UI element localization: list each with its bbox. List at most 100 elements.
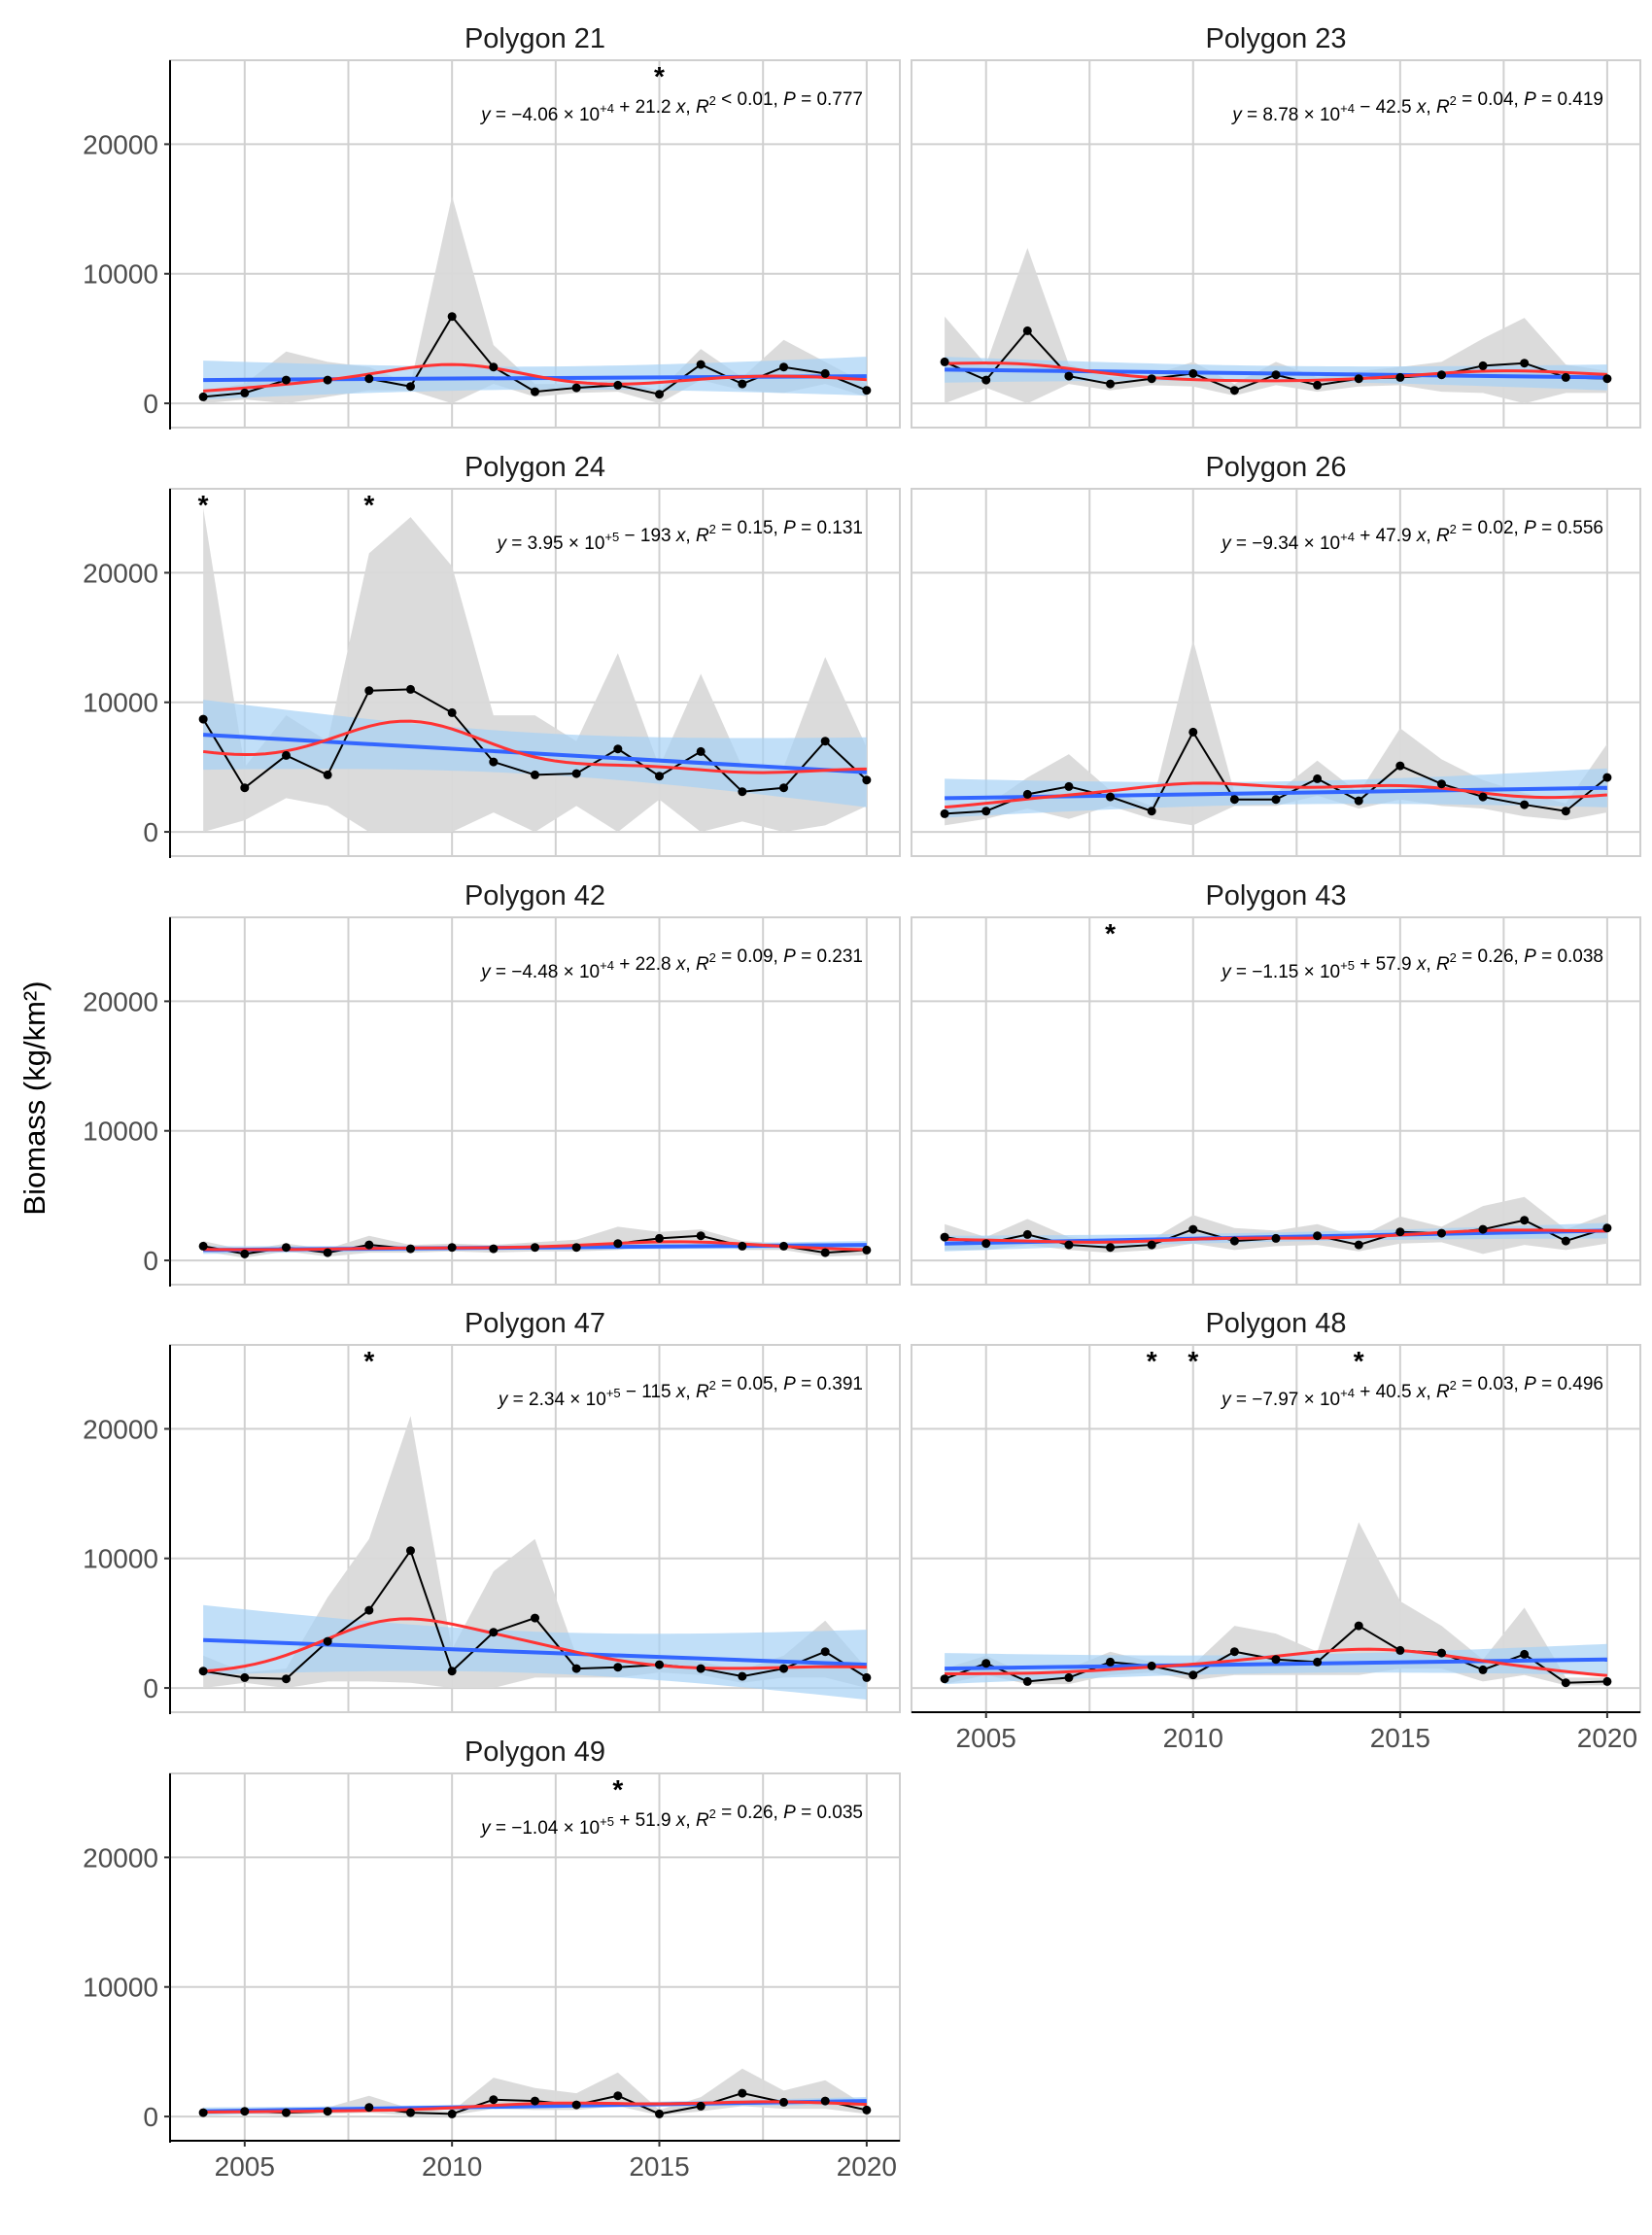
superscript: 2: [709, 1378, 716, 1393]
data-point: [1561, 372, 1570, 382]
y-tick-label: 20000: [83, 986, 158, 1016]
panel-polygon-49: Polygon 49 0 10000 20000 2005 2010 2015 2020 y =…: [83, 1736, 901, 2182]
data-point: [1478, 361, 1488, 370]
data-point: [447, 1243, 457, 1253]
data-point: [940, 357, 949, 366]
data-point: [405, 684, 415, 694]
data-point: [655, 390, 665, 399]
significance-star-marker: *: [1147, 1346, 1157, 1376]
significance-star-marker: *: [1187, 1346, 1198, 1376]
data-point: [1478, 792, 1488, 802]
equation-part: x: [675, 1382, 687, 1402]
equation-part: = −1.04 × 10: [491, 1818, 601, 1839]
data-point: [1271, 1655, 1281, 1665]
equation-part: = 0.26,: [1457, 946, 1524, 967]
panel-background: [169, 916, 901, 1286]
panel-title: Polygon 43: [1205, 880, 1346, 911]
equation-part: ,: [685, 954, 696, 975]
equation-part: < 0.01,: [716, 89, 783, 110]
data-point: [940, 1674, 949, 1684]
data-point: [1520, 359, 1530, 368]
data-point: [364, 1240, 374, 1250]
equation-part: ,: [1426, 1382, 1436, 1402]
equation-part: y: [479, 105, 492, 125]
data-point: [820, 368, 830, 378]
equation-part: y: [479, 962, 492, 982]
equation-part: R: [696, 97, 709, 118]
y-tick-label: 10000: [83, 1117, 158, 1147]
equation-part: = 0.231: [796, 946, 863, 967]
equation-part: P: [783, 518, 796, 538]
panel-polygon-42: Polygon 42 0 10000 20000 y = −4.48 × 10+4 + …: [83, 880, 901, 1287]
data-point: [489, 2095, 499, 2105]
data-point: [1313, 380, 1323, 390]
uncertainty-band: [203, 1416, 867, 1689]
equation-part: P: [1524, 89, 1536, 110]
data-point: [696, 360, 706, 369]
data-point: [1561, 1236, 1570, 1246]
data-point: [738, 1671, 747, 1681]
data-point: [1436, 370, 1446, 380]
data-point: [489, 1244, 499, 1254]
data-point: [531, 770, 539, 779]
data-point: [1229, 795, 1239, 805]
data-point: [323, 1636, 332, 1646]
data-point: [1395, 761, 1405, 771]
data-point: [1271, 795, 1281, 805]
data-point: [531, 387, 539, 396]
data-point: [1520, 1216, 1530, 1225]
data-point: [655, 1660, 665, 1669]
y-tick-label: 0: [143, 1673, 158, 1703]
panel-polygon-47: Polygon 47 0 10000 20000 y = 2.34 × 10+5 − 1…: [83, 1308, 901, 1714]
x-tick-label: 2005: [956, 1723, 1016, 1753]
equation-part: = 0.02,: [1457, 518, 1524, 538]
smooth-trend-curve: [945, 361, 1607, 383]
data-point: [323, 770, 332, 779]
data-point: [613, 380, 623, 390]
data-point: [240, 783, 250, 793]
superscript: +5: [604, 530, 619, 544]
data-point: [240, 1249, 250, 1258]
equation-part: y: [497, 1390, 509, 1410]
equation-part: ,: [685, 1810, 696, 1831]
x-tick-label: 2015: [629, 2151, 689, 2182]
data-point: [1313, 774, 1323, 783]
equation-part: R: [696, 954, 709, 975]
data-point: [1395, 372, 1405, 382]
data-point: [613, 1239, 623, 1249]
significance-star-marker: *: [654, 61, 665, 91]
data-point: [779, 783, 789, 793]
data-point: [940, 808, 949, 818]
y-tick-label: 0: [143, 817, 158, 847]
data-point: [655, 772, 665, 781]
equation-part: = 0.391: [796, 1374, 863, 1394]
data-point: [198, 1241, 208, 1251]
data-point: [1106, 379, 1116, 389]
smooth-trend-curve: [202, 719, 867, 774]
data-point: [1147, 1661, 1156, 1670]
equation-part: y: [1220, 533, 1232, 554]
equation-part: = −9.34 × 10: [1231, 533, 1341, 554]
data-point: [405, 2108, 415, 2117]
data-point: [1229, 386, 1239, 395]
data-point: [1520, 1649, 1530, 1659]
equation-part: ,: [685, 97, 696, 118]
data-point: [613, 2091, 623, 2101]
equation-part: + 51.9: [614, 1810, 676, 1831]
y-tick-label: 20000: [83, 129, 158, 159]
equation-part: x: [675, 954, 687, 975]
data-point: [1436, 1228, 1446, 1238]
data-point: [1354, 796, 1363, 806]
equation-part: R: [1436, 954, 1450, 975]
superscript: 2: [1450, 950, 1457, 965]
data-point: [405, 382, 415, 392]
uncertainty-band: [945, 248, 1607, 404]
superscript: 2: [709, 1806, 716, 1821]
data-point: [489, 362, 499, 372]
data-point: [198, 714, 208, 724]
equation-part: = 0.777: [796, 89, 863, 110]
data-point: [447, 1667, 457, 1676]
data-point: [1478, 1665, 1488, 1674]
panel-title: Polygon 48: [1205, 1308, 1346, 1339]
